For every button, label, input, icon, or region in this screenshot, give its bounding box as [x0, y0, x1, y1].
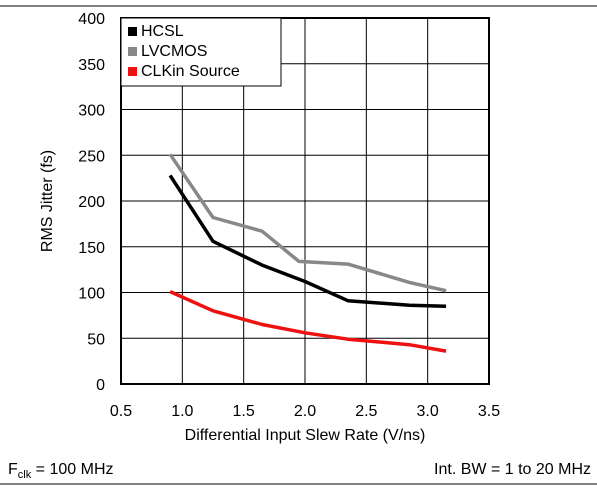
series-line-lvcmos — [168, 153, 447, 293]
x-tick-label: 1.0 — [171, 403, 193, 420]
y-axis-ticks: 0 50 100 150 200 250 300 350 400 — [78, 11, 105, 394]
x-axis-title: Differential Input Slew Rate (V/ns) — [185, 427, 426, 444]
y-axis-title: RMS Jitter (fs) — [39, 150, 56, 252]
footnote-fclk-main: F — [8, 461, 18, 478]
footnote-bandwidth: Int. BW = 1 to 20 MHz — [434, 461, 591, 478]
legend-label-clkin-source: CLKin Source — [141, 63, 240, 80]
footnote-fclk-sub: clk — [18, 469, 32, 481]
x-tick-label: 2.0 — [294, 403, 316, 420]
plot-area-frame — [120, 17, 490, 385]
x-tick-label: 3.0 — [417, 403, 439, 420]
x-tick-label: 0.5 — [110, 403, 132, 420]
legend-swatch-clkin-source — [128, 67, 137, 76]
y-tick-label: 350 — [78, 57, 105, 74]
legend: HCSL LVCMOS CLKin Source — [120, 17, 282, 87]
y-tick-label: 150 — [78, 240, 105, 257]
legend-swatch-hcsl — [128, 27, 137, 36]
series-line-hcsl — [168, 174, 447, 308]
legend-box — [120, 17, 282, 87]
y-tick-label: 0 — [96, 377, 105, 394]
y-tick-label: 300 — [78, 103, 105, 120]
grid — [121, 18, 489, 384]
series-line-clkin-source — [169, 290, 447, 353]
y-tick-label: 200 — [78, 194, 105, 211]
y-tick-label: 100 — [78, 286, 105, 303]
x-tick-label: 3.5 — [478, 403, 500, 420]
y-tick-label: 50 — [87, 331, 105, 348]
footnote-fclk: Fclk = 100 MHz — [8, 461, 114, 481]
legend-label-lvcmos: LVCMOS — [141, 43, 207, 60]
footnote-fclk-value: = 100 MHz — [31, 461, 113, 478]
legend-label-hcsl: HCSL — [141, 23, 184, 40]
legend-swatch-lvcmos — [128, 47, 137, 56]
y-tick-label: 400 — [78, 11, 105, 28]
x-axis-ticks: 0.5 1.0 1.5 2.0 2.5 3.0 3.5 — [110, 403, 500, 420]
x-tick-label: 2.5 — [355, 403, 377, 420]
y-tick-label: 250 — [78, 148, 105, 165]
series-lines — [168, 153, 447, 353]
x-tick-label: 1.5 — [233, 403, 255, 420]
